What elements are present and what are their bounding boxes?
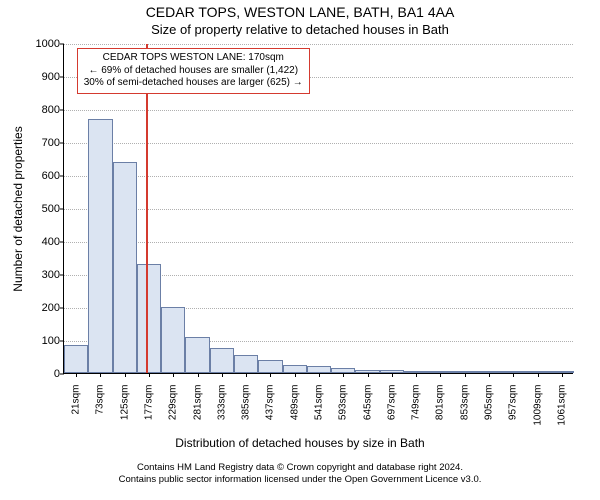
chart-title: CEDAR TOPS, WESTON LANE, BATH, BA1 4AA	[0, 4, 600, 20]
histogram-bar	[331, 368, 355, 373]
xtick-mark	[562, 373, 563, 377]
histogram-bar	[283, 365, 307, 373]
histogram-bar	[404, 371, 428, 373]
gridline	[64, 176, 573, 177]
xtick-mark	[465, 373, 466, 377]
ytick-label: 900	[42, 71, 64, 83]
histogram-bar	[550, 371, 574, 373]
xtick-label: 229sqm	[168, 385, 179, 421]
gridline	[64, 209, 573, 210]
histogram-bar	[453, 371, 477, 373]
annotation-line: ← 69% of detached houses are smaller (1,…	[84, 65, 303, 78]
plot-area: 0100200300400500600700800900100021sqm73s…	[63, 44, 573, 374]
xtick-mark	[125, 373, 126, 377]
histogram-bar	[428, 371, 452, 373]
ytick-label: 700	[42, 137, 64, 149]
xtick-mark	[440, 373, 441, 377]
x-axis-label: Distribution of detached houses by size …	[0, 436, 600, 450]
xtick-mark	[198, 373, 199, 377]
histogram-bar	[137, 264, 161, 373]
xtick-label: 1061sqm	[556, 385, 567, 426]
xtick-mark	[319, 373, 320, 377]
gridline	[64, 242, 573, 243]
xtick-mark	[343, 373, 344, 377]
xtick-label: 749sqm	[411, 385, 422, 421]
xtick-mark	[368, 373, 369, 377]
xtick-mark	[489, 373, 490, 377]
xtick-label: 125sqm	[119, 385, 130, 421]
xtick-mark	[270, 373, 271, 377]
xtick-label: 385sqm	[241, 385, 252, 421]
xtick-mark	[538, 373, 539, 377]
xtick-label: 697sqm	[386, 385, 397, 421]
xtick-mark	[76, 373, 77, 377]
y-axis-label: Number of detached properties	[11, 126, 25, 291]
chart-container: CEDAR TOPS, WESTON LANE, BATH, BA1 4AA S…	[0, 0, 600, 500]
xtick-label: 905sqm	[484, 385, 495, 421]
histogram-bar	[477, 371, 501, 373]
xtick-mark	[246, 373, 247, 377]
xtick-label: 541sqm	[314, 385, 325, 421]
ytick-label: 0	[54, 368, 64, 380]
xtick-label: 957sqm	[508, 385, 519, 421]
xtick-label: 73sqm	[95, 385, 106, 415]
ytick-label: 600	[42, 170, 64, 182]
xtick-label: 333sqm	[216, 385, 227, 421]
annotation-box: CEDAR TOPS WESTON LANE: 170sqm← 69% of d…	[77, 48, 310, 94]
xtick-mark	[149, 373, 150, 377]
ytick-label: 400	[42, 236, 64, 248]
histogram-bar	[234, 355, 258, 373]
histogram-bar	[501, 371, 525, 373]
footer-line-1: Contains HM Land Registry data © Crown c…	[0, 462, 600, 474]
xtick-mark	[392, 373, 393, 377]
xtick-label: 593sqm	[338, 385, 349, 421]
histogram-bar	[185, 337, 209, 373]
chart-footer: Contains HM Land Registry data © Crown c…	[0, 462, 600, 487]
xtick-mark	[416, 373, 417, 377]
xtick-label: 1009sqm	[532, 385, 543, 426]
histogram-bar	[307, 366, 331, 373]
gridline	[64, 110, 573, 111]
xtick-label: 177sqm	[144, 385, 155, 421]
gridline	[64, 44, 573, 45]
xtick-label: 437sqm	[265, 385, 276, 421]
ytick-label: 800	[42, 104, 64, 116]
xtick-mark	[513, 373, 514, 377]
xtick-label: 21sqm	[71, 385, 82, 415]
xtick-label: 489sqm	[289, 385, 300, 421]
ytick-label: 100	[42, 335, 64, 347]
histogram-bar	[88, 119, 112, 373]
histogram-bar	[525, 371, 549, 373]
ytick-label: 300	[42, 269, 64, 281]
histogram-bar	[210, 348, 234, 373]
chart-subtitle: Size of property relative to detached ho…	[0, 22, 600, 37]
histogram-bar	[258, 360, 282, 373]
histogram-bar	[161, 307, 185, 373]
annotation-line: 30% of semi-detached houses are larger (…	[84, 77, 303, 90]
footer-line-2: Contains public sector information licen…	[0, 474, 600, 486]
xtick-mark	[295, 373, 296, 377]
histogram-bar	[380, 370, 404, 373]
histogram-bar	[355, 370, 379, 373]
annotation-line: CEDAR TOPS WESTON LANE: 170sqm	[84, 52, 303, 65]
ytick-label: 1000	[36, 38, 64, 50]
xtick-label: 801sqm	[435, 385, 446, 421]
xtick-label: 853sqm	[459, 385, 470, 421]
ytick-label: 200	[42, 302, 64, 314]
histogram-bar	[64, 345, 88, 373]
xtick-mark	[100, 373, 101, 377]
xtick-mark	[173, 373, 174, 377]
gridline	[64, 143, 573, 144]
xtick-label: 281sqm	[192, 385, 203, 421]
xtick-mark	[222, 373, 223, 377]
histogram-bar	[113, 162, 137, 373]
xtick-label: 645sqm	[362, 385, 373, 421]
ytick-label: 500	[42, 203, 64, 215]
